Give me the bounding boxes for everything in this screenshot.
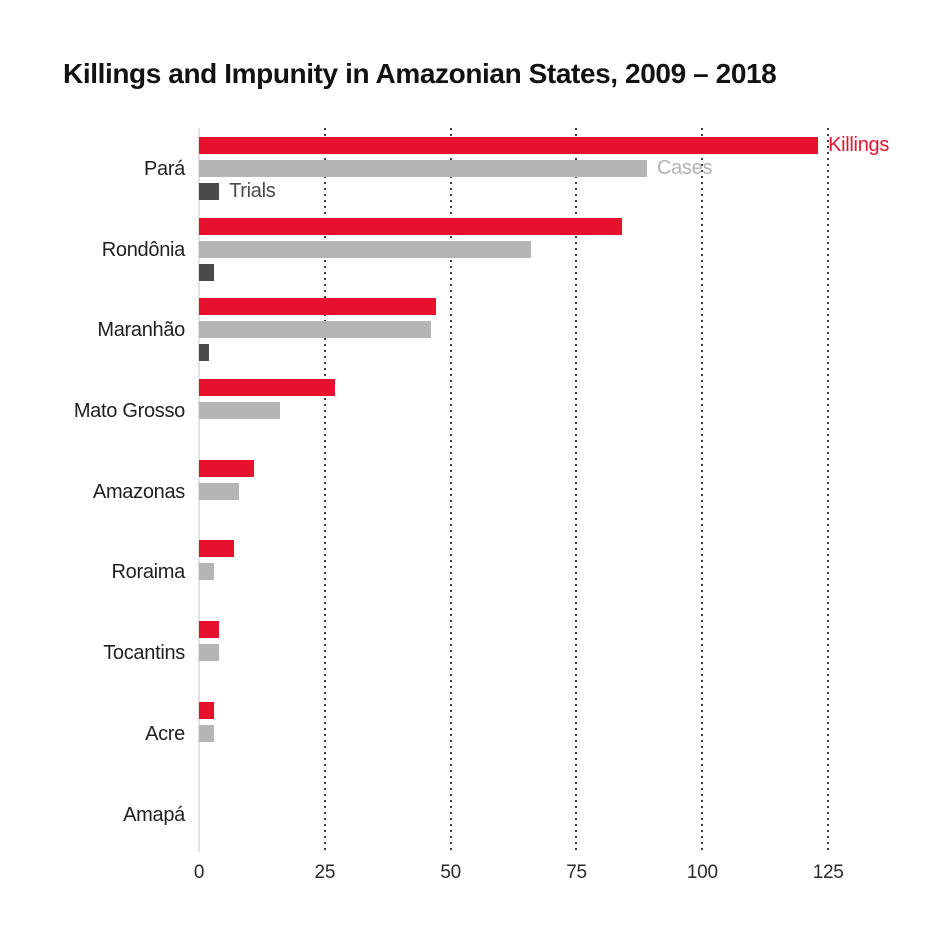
- trials-bar-row: [199, 667, 880, 684]
- state-bars: [199, 298, 880, 367]
- cases-bar: [199, 402, 280, 420]
- legend-cases: Cases: [656, 157, 713, 179]
- state-label: Mato Grosso: [73, 400, 185, 423]
- trials-bar-row: [199, 344, 880, 362]
- trials-bar-row: Trials: [199, 180, 880, 202]
- trials-bar-row: [199, 263, 880, 281]
- gridline-50: [449, 128, 452, 852]
- killings-bar-row: [199, 783, 880, 800]
- state-label: Tocantins: [103, 642, 185, 665]
- cases-bar: [199, 563, 215, 581]
- gridline-75: [575, 128, 578, 852]
- trials-bar-row: [199, 425, 880, 442]
- cases-bar-row: [199, 240, 880, 258]
- cases-bar-row: [199, 806, 880, 823]
- x-tick-label-0: 0: [193, 862, 205, 883]
- state-label: Acre: [145, 722, 185, 745]
- state-group: Roraima: [0, 540, 880, 621]
- cases-bar: [199, 724, 215, 742]
- killings-bar-row: [199, 701, 880, 719]
- x-tick-label-75: 75: [566, 862, 587, 883]
- state-group: Acre: [0, 701, 880, 783]
- state-label: Roraima: [111, 561, 186, 584]
- state-label: Rondônia: [101, 238, 186, 261]
- x-tick-label-100: 100: [686, 862, 718, 883]
- chart-title: Killings and Impunity in Amazonian State…: [63, 58, 777, 89]
- legend-trials: Trials: [229, 180, 276, 202]
- killings-bar-row: Killings: [199, 134, 889, 156]
- state-group: Pará Killings Cases Trials: [0, 134, 889, 218]
- killings-bar: [199, 621, 220, 639]
- gridline-125: [827, 128, 830, 852]
- state-bars: [199, 379, 880, 448]
- state-label: Amapá: [123, 803, 185, 826]
- killings-bar: [199, 459, 255, 477]
- cases-bar-row: [199, 321, 880, 339]
- killings-bar: [199, 137, 819, 154]
- state-group: Amazonas: [0, 459, 880, 541]
- trials-bar-row: [199, 829, 880, 846]
- cases-bar-row: [199, 563, 880, 581]
- state-bars: [199, 459, 880, 529]
- state-group: Tocantins: [0, 621, 880, 702]
- state-group: Amapá: [0, 783, 880, 864]
- cases-bar-row: [199, 402, 880, 420]
- killings-bar-row: [199, 379, 880, 397]
- trials-bar: [199, 263, 215, 281]
- axis-baseline: [198, 128, 200, 852]
- killings-bar: [199, 379, 335, 397]
- killings-bar-row: [199, 298, 880, 316]
- bar-groups: Pará Killings Cases Trials Rondônia Maranhão M…: [0, 134, 890, 864]
- killings-bar-row: [199, 621, 880, 639]
- cases-bar: [199, 644, 220, 662]
- x-tick-label-125: 125: [812, 862, 844, 883]
- cases-bar-row: Cases: [199, 157, 880, 179]
- state-bars: [199, 783, 880, 852]
- killings-bar-row: [199, 540, 880, 558]
- gridline-25: [323, 128, 326, 852]
- state-label: Maranhão: [97, 319, 185, 342]
- state-group: Maranhão: [0, 298, 880, 379]
- state-bars: [199, 621, 880, 690]
- state-label: Pará: [143, 158, 185, 180]
- cases-bar: [199, 482, 240, 500]
- legend-killings: Killings: [828, 134, 890, 156]
- cases-bar-row: [199, 482, 880, 500]
- state-bars: [199, 540, 880, 609]
- cases-bar: [199, 160, 647, 177]
- cases-bar-row: [199, 644, 880, 662]
- gridline-100: [701, 128, 704, 852]
- trials-bar-row: [199, 748, 880, 765]
- state-bars: [199, 701, 880, 771]
- cases-bar: [199, 240, 532, 258]
- x-axis: 0 25 50 75 100 125: [194, 852, 880, 892]
- killings-bar: [199, 540, 235, 558]
- state-bars: [199, 217, 880, 287]
- trials-bar-row: [199, 586, 880, 603]
- killings-bar-row: [199, 459, 880, 477]
- killings-bar: [199, 217, 622, 235]
- killings-bar-row: [199, 217, 880, 235]
- trials-bar: [199, 183, 220, 200]
- killings-bar: [199, 298, 436, 316]
- state-bars: Killings Cases Trials: [199, 134, 889, 206]
- killings-bar: [199, 701, 215, 719]
- trials-bar-row: [199, 506, 880, 523]
- plot-gridlines: [198, 128, 880, 852]
- state-group: Rondônia: [0, 217, 880, 299]
- state-group: Mato Grosso: [0, 379, 880, 460]
- x-tick-label-50: 50: [440, 862, 461, 883]
- x-tick-label-25: 25: [314, 862, 336, 883]
- cases-bar-row: [199, 724, 880, 742]
- trials-bar: [199, 344, 210, 362]
- cases-bar: [199, 321, 431, 339]
- state-label: Amazonas: [92, 480, 185, 503]
